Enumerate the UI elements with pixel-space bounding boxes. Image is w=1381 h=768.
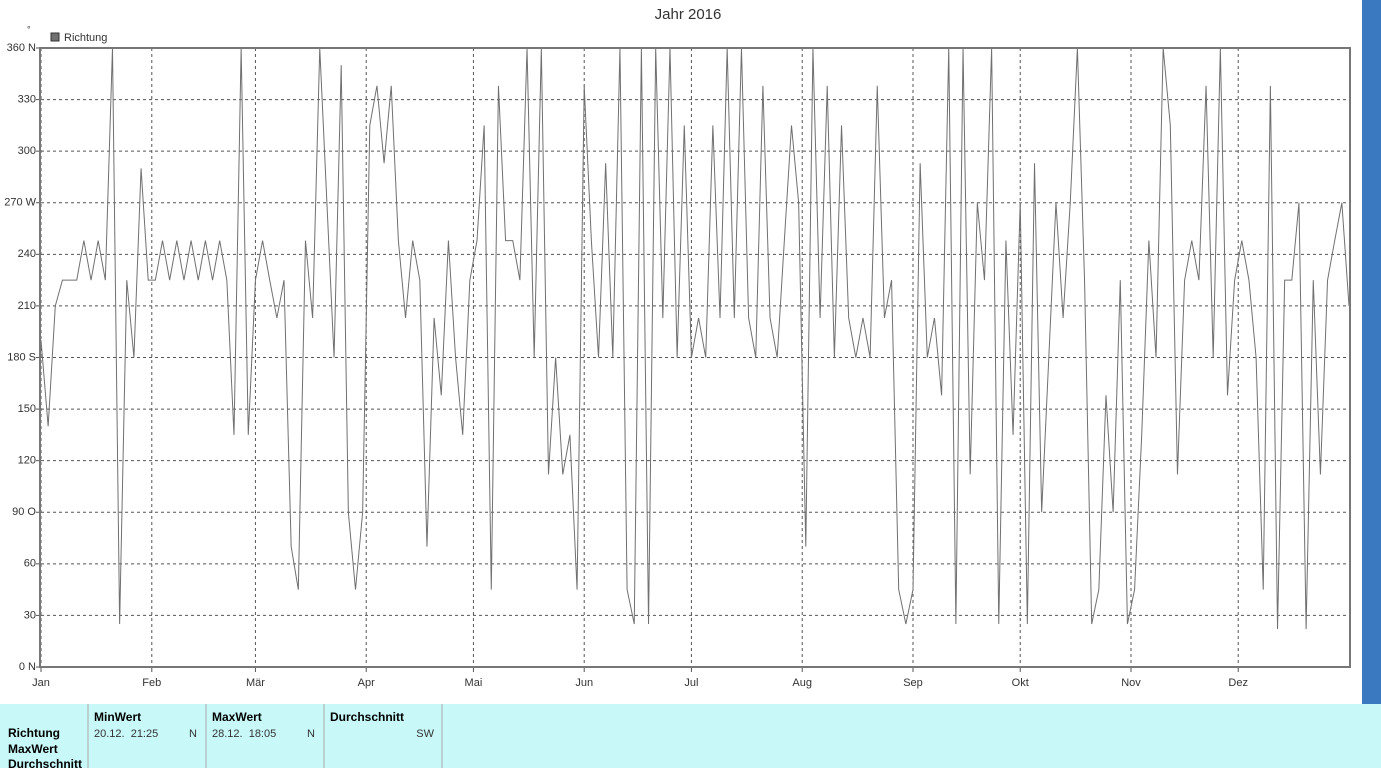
x-tick-label: Nov	[1121, 677, 1141, 689]
x-tick-label: Feb	[142, 677, 161, 689]
x-tick-label: Aug	[792, 677, 812, 689]
row-label: Durchschnitt	[8, 757, 82, 768]
row-label: Richtung	[8, 726, 60, 740]
cell-dir: SW	[416, 728, 434, 740]
cell-dir: N	[307, 728, 315, 740]
data-line	[40, 47, 1350, 630]
y-tick-label: 0 N	[19, 661, 36, 673]
col-header: Durchschnitt	[330, 710, 404, 724]
plot-frame	[39, 47, 1351, 668]
col-header: MaxWert	[212, 710, 262, 724]
col-header: MinWert	[94, 710, 141, 724]
y-tick-label: 300	[18, 145, 36, 157]
y-tick-label: 270 W	[4, 197, 36, 209]
y-unit: °	[27, 24, 31, 34]
y-tick-label: 330	[18, 93, 36, 105]
y-tick-label: 120	[18, 455, 36, 467]
y-tick-label: 90 O	[12, 506, 36, 518]
cell-time: 20.12. 21:25	[94, 728, 158, 740]
cell-time: 28.12. 18:05	[212, 728, 276, 740]
window-edge	[1362, 0, 1381, 704]
stats-panel	[0, 704, 1381, 768]
x-tick-label: Okt	[1012, 677, 1029, 689]
x-tick-label: Apr	[358, 677, 375, 689]
y-tick-label: 30	[24, 609, 36, 621]
x-tick-label: Sep	[903, 677, 923, 689]
legend-swatch	[50, 32, 60, 42]
y-tick-label: 360 N	[7, 42, 36, 54]
y-tick-label: 60	[24, 558, 36, 570]
x-tick-label: Jul	[684, 677, 698, 689]
y-tick-label: 240	[18, 248, 36, 260]
x-tick-label: Mär	[246, 677, 265, 689]
cell-dir: N	[189, 728, 197, 740]
row-label: MaxWert	[8, 742, 58, 756]
legend-label: Richtung	[64, 32, 107, 44]
x-tick-label: Dez	[1228, 677, 1248, 689]
x-tick-label: Jun	[575, 677, 593, 689]
x-tick-label: Mai	[465, 677, 483, 689]
y-tick-label: 150	[18, 403, 36, 415]
x-tick-label: Jan	[32, 677, 50, 689]
y-tick-label: 210	[18, 300, 36, 312]
chart-title: Jahr 2016	[655, 6, 722, 23]
y-tick-label: 180 S	[7, 351, 36, 363]
